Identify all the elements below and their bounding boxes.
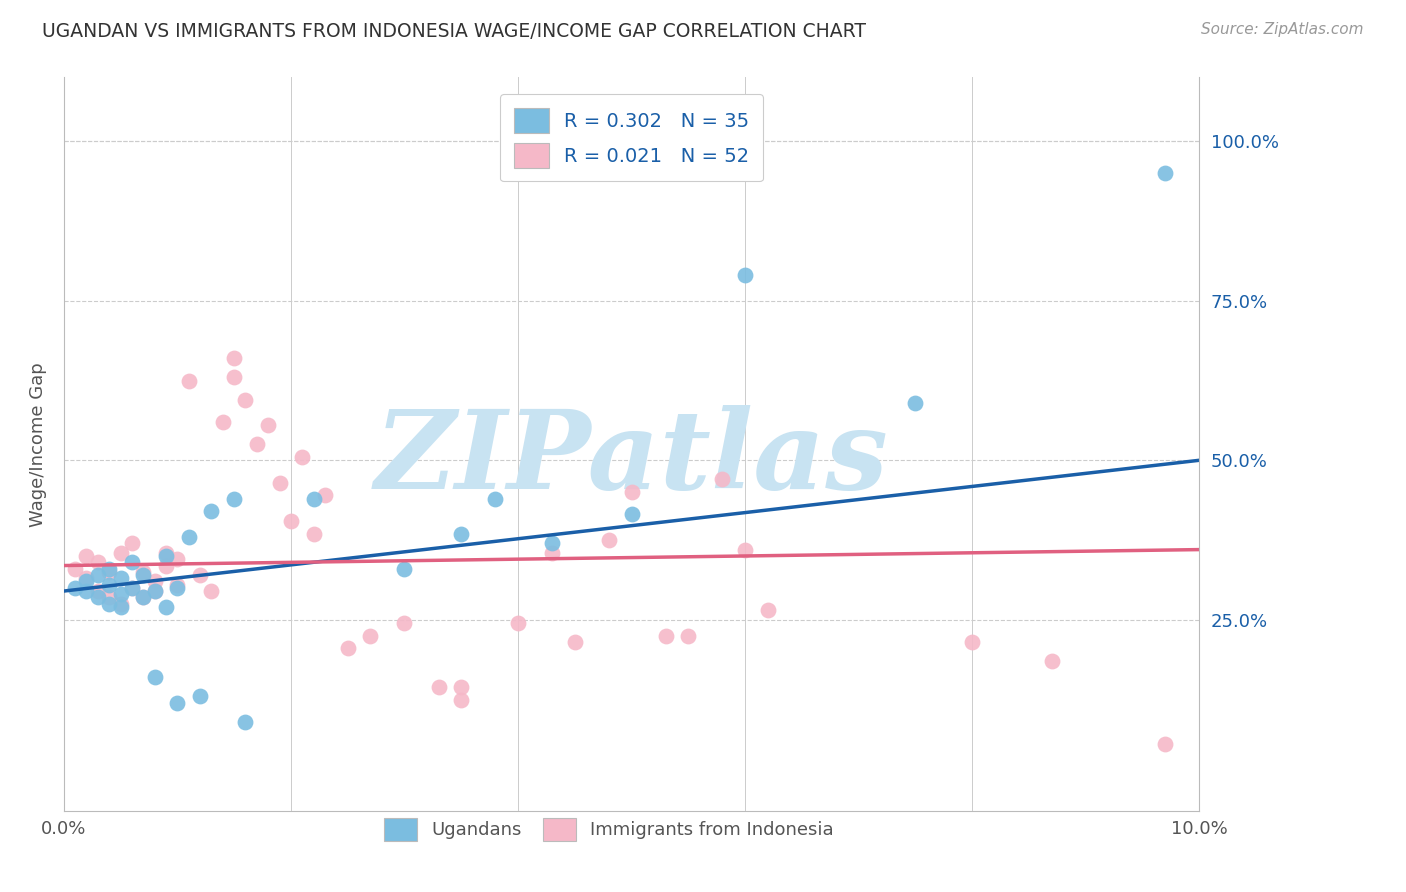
Point <box>222 491 245 506</box>
Point <box>235 392 257 407</box>
Point <box>166 552 188 566</box>
Y-axis label: Wage/Income Gap: Wage/Income Gap <box>30 362 46 526</box>
Point <box>756 603 779 617</box>
Point <box>132 591 155 605</box>
Point <box>75 549 97 563</box>
Point <box>87 568 110 582</box>
Point <box>211 415 233 429</box>
Point <box>427 680 450 694</box>
Point <box>166 696 188 710</box>
Point <box>87 591 110 605</box>
Point <box>620 508 643 522</box>
Point <box>450 526 472 541</box>
Point <box>450 680 472 694</box>
Point <box>110 597 132 611</box>
Point <box>87 555 110 569</box>
Point <box>257 418 280 433</box>
Point <box>121 581 143 595</box>
Point <box>121 536 143 550</box>
Point <box>484 491 506 506</box>
Point <box>143 574 166 589</box>
Point <box>143 584 166 599</box>
Point <box>506 615 529 630</box>
Point <box>394 615 416 630</box>
Point <box>75 574 97 589</box>
Point <box>177 374 200 388</box>
Text: ZIPatlas: ZIPatlas <box>374 405 889 513</box>
Point <box>110 546 132 560</box>
Point <box>904 396 927 410</box>
Point <box>734 268 756 283</box>
Point <box>87 584 110 599</box>
Point <box>177 530 200 544</box>
Point <box>235 714 257 729</box>
Point <box>302 491 325 506</box>
Point <box>110 600 132 615</box>
Point <box>394 562 416 576</box>
Legend: Ugandans, Immigrants from Indonesia: Ugandans, Immigrants from Indonesia <box>371 805 846 854</box>
Point <box>63 562 86 576</box>
Point <box>200 584 222 599</box>
Point <box>155 600 177 615</box>
Point <box>132 565 155 579</box>
Point <box>291 450 314 464</box>
Text: Source: ZipAtlas.com: Source: ZipAtlas.com <box>1201 22 1364 37</box>
Point <box>1040 654 1063 668</box>
Point <box>280 514 302 528</box>
Point <box>155 549 177 563</box>
Point <box>336 641 359 656</box>
Point <box>166 581 188 595</box>
Point <box>121 555 143 569</box>
Point <box>98 562 121 576</box>
Text: UGANDAN VS IMMIGRANTS FROM INDONESIA WAGE/INCOME GAP CORRELATION CHART: UGANDAN VS IMMIGRANTS FROM INDONESIA WAG… <box>42 22 866 41</box>
Point <box>98 591 121 605</box>
Point <box>711 472 734 486</box>
Point <box>143 584 166 599</box>
Point <box>98 577 121 591</box>
Point <box>63 581 86 595</box>
Point <box>132 591 155 605</box>
Point <box>654 629 676 643</box>
Point <box>132 568 155 582</box>
Point <box>110 587 132 601</box>
Point <box>269 475 291 490</box>
Point <box>143 670 166 684</box>
Point <box>155 546 177 560</box>
Point <box>166 577 188 591</box>
Point <box>155 558 177 573</box>
Point <box>734 542 756 557</box>
Point <box>598 533 620 547</box>
Point <box>302 526 325 541</box>
Point <box>188 690 211 704</box>
Point <box>678 629 700 643</box>
Point <box>98 597 121 611</box>
Point <box>962 635 984 649</box>
Point <box>1154 166 1177 180</box>
Point <box>359 629 381 643</box>
Point <box>450 692 472 706</box>
Point <box>200 504 222 518</box>
Point <box>188 568 211 582</box>
Point <box>110 571 132 585</box>
Point <box>541 536 564 550</box>
Point <box>564 635 586 649</box>
Point <box>98 565 121 579</box>
Point <box>121 581 143 595</box>
Point <box>314 488 336 502</box>
Point <box>75 584 97 599</box>
Point <box>222 370 245 384</box>
Point <box>620 485 643 500</box>
Point <box>541 546 564 560</box>
Point <box>75 571 97 585</box>
Point <box>222 351 245 366</box>
Point <box>246 437 269 451</box>
Point <box>1154 737 1177 751</box>
